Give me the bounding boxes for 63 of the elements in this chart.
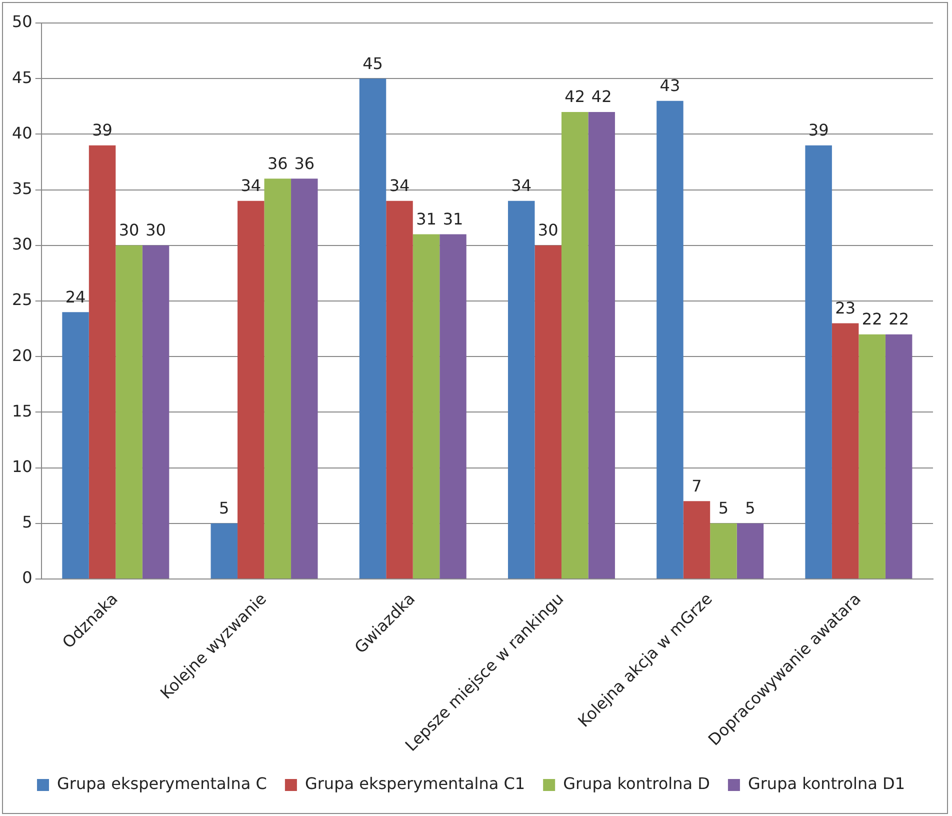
y-tick-label: 15 — [12, 401, 32, 420]
y-tick-label: 0 — [22, 568, 32, 588]
data-label: 45 — [362, 54, 383, 73]
bar — [264, 178, 292, 579]
data-label: 39 — [92, 120, 112, 140]
data-label: 36 — [267, 154, 288, 173]
bar — [359, 78, 386, 579]
y-tick-label: 20 — [12, 346, 32, 365]
data-label: 5 — [219, 498, 230, 518]
bar — [736, 523, 764, 579]
data-label: 30 — [118, 220, 140, 240]
y-tick-label: 10 — [12, 456, 32, 476]
legend-label: Grupa kontrolna D — [563, 774, 710, 794]
y-tick-label: 30 — [12, 234, 32, 254]
bar — [238, 200, 264, 579]
data-label: 7 — [692, 476, 702, 496]
data-label: 30 — [538, 220, 558, 240]
data-label: 22 — [888, 310, 909, 329]
data-label: 43 — [660, 76, 680, 95]
bar — [142, 245, 170, 579]
data-label: 34 — [389, 176, 410, 196]
bar — [508, 200, 535, 579]
legend-label: Grupa eksperymentalna C1 — [304, 774, 526, 794]
data-label: 23 — [835, 298, 856, 318]
bar — [683, 501, 710, 579]
data-label: 31 — [442, 209, 464, 228]
bar — [588, 112, 615, 579]
bar — [210, 523, 238, 579]
data-label: 31 — [416, 209, 436, 228]
bar — [561, 112, 588, 579]
y-tick-label: 40 — [12, 123, 32, 142]
data-label: 22 — [862, 310, 882, 329]
bar — [710, 523, 737, 579]
legend-label: Grupa eksperymentalna C — [56, 774, 267, 794]
y-tick-label: 25 — [12, 290, 32, 310]
bar — [440, 234, 466, 579]
bar — [88, 145, 116, 579]
data-label: 30 — [146, 220, 166, 240]
data-label: 34 — [511, 176, 532, 196]
data-label: 42 — [564, 87, 586, 106]
data-label: 36 — [294, 154, 315, 173]
data-label: 39 — [808, 120, 829, 140]
data-label: 5 — [718, 498, 729, 518]
data-label: 24 — [65, 287, 86, 306]
data-label: 42 — [591, 87, 612, 106]
bar — [534, 245, 562, 579]
bar — [412, 234, 440, 579]
y-tick-label: 50 — [12, 12, 32, 32]
bar — [858, 334, 886, 579]
bar — [291, 178, 318, 579]
legend-label: Grupa kontrolna D1 — [748, 774, 906, 794]
data-label: 34 — [240, 176, 262, 196]
bar — [885, 334, 912, 579]
bar — [116, 245, 142, 579]
y-tick-label: 45 — [12, 68, 32, 87]
bar — [62, 312, 89, 579]
bar — [832, 323, 859, 579]
bar — [656, 100, 684, 579]
y-tick-label: 35 — [12, 178, 32, 198]
data-label: 5 — [745, 498, 756, 518]
bar — [805, 145, 832, 579]
y-tick-label: 5 — [22, 512, 32, 532]
bar — [386, 200, 413, 579]
